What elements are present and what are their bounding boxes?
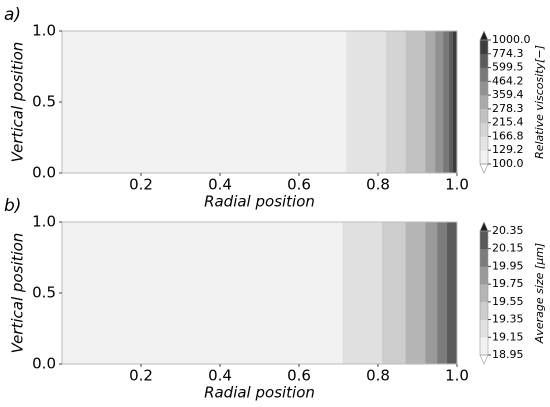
colorbar-extend-low <box>479 163 489 174</box>
y-tick-label: 1.0 <box>32 22 56 40</box>
x-axis-label: Radial position <box>204 384 315 402</box>
colorbar-label: Relative viscosity[−] <box>533 45 546 159</box>
colorbar-tick-label: 19.15 <box>492 330 524 343</box>
colorbar-band <box>480 122 488 137</box>
colorbar-band <box>480 136 488 151</box>
x-tick-label: 0.6 <box>287 367 311 385</box>
contour-band <box>443 31 450 173</box>
colorbar-band <box>480 337 488 356</box>
contour-band <box>346 31 387 173</box>
colorbar-band <box>480 67 488 82</box>
colorbar-tick-label: 19.75 <box>492 277 524 290</box>
x-tick-label: 0.8 <box>366 367 390 385</box>
colorbar-band <box>480 266 488 285</box>
contour-band <box>62 222 343 364</box>
colorbar-band <box>480 248 488 267</box>
colorbar-band <box>480 284 488 303</box>
x-tick-label: 0.6 <box>287 176 311 194</box>
colorbar-extend-high <box>479 30 489 41</box>
x-axis-label: Radial position <box>204 193 315 211</box>
colorbar-band <box>480 81 488 96</box>
colorbar-tick-label: 19.95 <box>492 259 524 272</box>
x-tick-label: 0.8 <box>366 176 390 194</box>
y-tick-label: 0.0 <box>32 164 56 182</box>
contour-band <box>405 31 426 173</box>
contour-band <box>425 31 436 173</box>
colorbar-tick-label: 1000.0 <box>492 33 531 46</box>
colorbar-band <box>480 40 488 55</box>
colorbar-tick-label: 166.8 <box>492 129 524 142</box>
colorbar-tick-label: 359.4 <box>492 88 524 101</box>
colorbar-extend-high <box>479 221 489 232</box>
contour-band <box>425 222 438 364</box>
contour-band <box>385 31 407 173</box>
colorbar-tick-label: 19.35 <box>492 313 524 326</box>
colorbar-tick-label: 599.5 <box>492 61 524 74</box>
colorbar-band <box>480 301 488 320</box>
colorbar-band <box>480 95 488 110</box>
colorbar-band <box>480 150 488 165</box>
panel-label: a) <box>4 5 21 25</box>
colorbar-tick-label: 129.2 <box>492 143 524 156</box>
contour-band <box>437 222 448 364</box>
y-tick-label: 0.0 <box>32 355 56 373</box>
colorbar-band <box>480 53 488 68</box>
colorbar-tick-label: 215.4 <box>492 116 524 129</box>
contour-band <box>453 31 458 173</box>
contour-band <box>405 222 426 364</box>
x-tick-label: 0.2 <box>129 367 153 385</box>
colorbar-tick-label: 100.0 <box>492 157 524 170</box>
colorbar-extend-low <box>479 354 489 365</box>
colorbar-band <box>480 108 488 123</box>
colorbar-label: Average size [μm] <box>533 243 546 344</box>
colorbar-tick-label: 464.2 <box>492 74 524 87</box>
colorbar-band <box>480 231 488 250</box>
x-tick-label: 0.4 <box>208 367 232 385</box>
contour-band <box>342 222 383 364</box>
contour-band <box>435 31 444 173</box>
colorbar-tick-label: 20.35 <box>492 224 524 237</box>
colorbar-tick-label: 20.15 <box>492 242 524 255</box>
y-tick-label: 0.5 <box>32 284 56 302</box>
y-axis-label: Vertical position <box>9 42 27 163</box>
colorbar-tick-label: 18.95 <box>492 348 524 361</box>
contour-band <box>62 31 347 173</box>
colorbar-tick-label: 774.3 <box>492 47 524 60</box>
contour-band <box>447 222 458 364</box>
colorbar-tick-label: 19.55 <box>492 295 524 308</box>
colorbar-frame <box>479 230 489 356</box>
y-tick-label: 1.0 <box>32 213 56 231</box>
contour-band <box>449 31 454 173</box>
y-tick-label: 0.5 <box>32 93 56 111</box>
colorbar-band <box>480 319 488 338</box>
x-tick-label: 0.4 <box>208 176 232 194</box>
x-tick-label: 0.2 <box>129 176 153 194</box>
colorbar-tick-label: 278.3 <box>492 102 524 115</box>
x-tick-label: 1.0 <box>445 176 469 194</box>
x-tick-label: 1.0 <box>445 367 469 385</box>
contour-band <box>381 222 407 364</box>
y-axis-label: Vertical position <box>9 233 27 354</box>
panel-label: b) <box>4 196 21 216</box>
colorbar-frame <box>479 39 489 165</box>
